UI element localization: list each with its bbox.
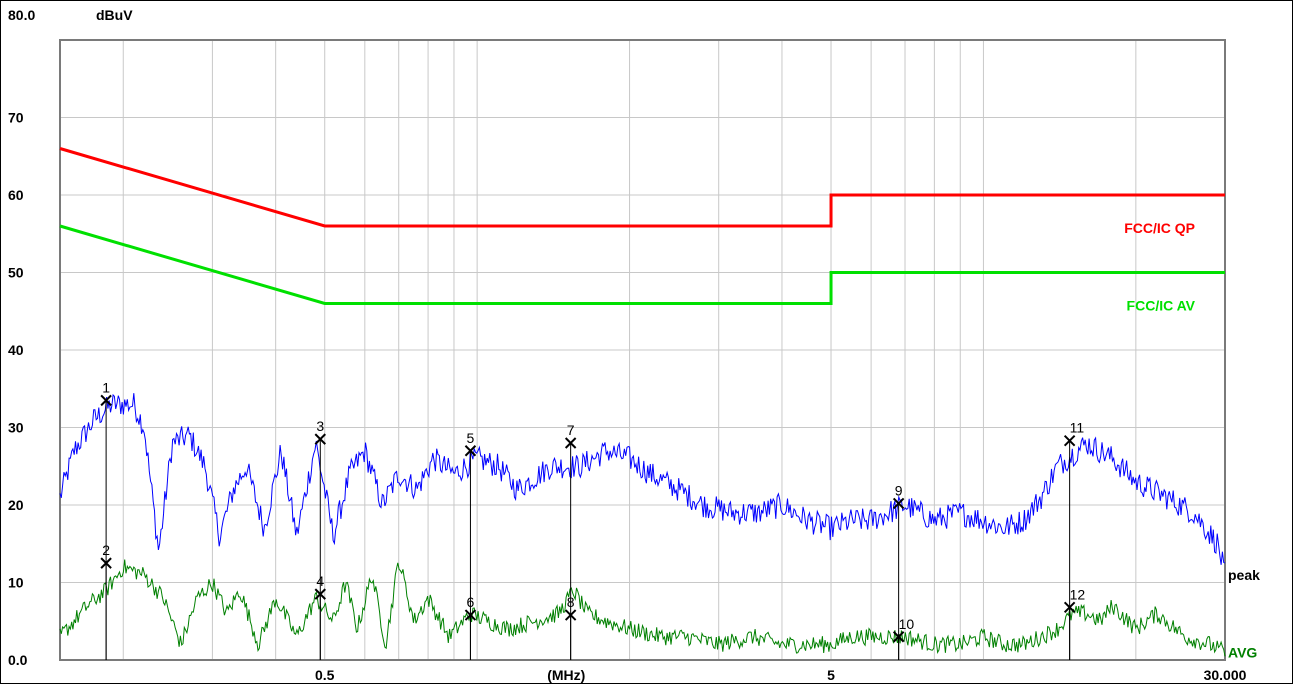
series-label: AVG	[1228, 644, 1257, 660]
y-tick-label: 60	[8, 187, 24, 203]
x-tick-label: (MHz)	[547, 667, 585, 683]
limit-line-label: FCC/IC QP	[1124, 220, 1195, 236]
grid	[60, 40, 1225, 660]
x-tick-label: 0.5	[315, 667, 335, 683]
limit-lines: FCC/IC QP FCC/IC AV	[59, 147, 1225, 314]
y-tick-label: 40	[8, 342, 24, 358]
marker-x	[100, 557, 112, 569]
trace-0	[59, 393, 1226, 565]
trace-1	[59, 559, 1226, 657]
y-tick-label: 50	[8, 265, 24, 281]
marker-label: 3	[316, 418, 324, 434]
marker-label: 12	[1070, 586, 1086, 602]
y-axis-unit: dBuV	[96, 7, 133, 23]
x-tick-label: 30.000	[1204, 667, 1247, 683]
y-top-label: 80.0	[8, 7, 35, 23]
marker-x	[314, 433, 326, 445]
y-tick-label: 30	[8, 420, 24, 436]
marker-x	[892, 497, 905, 510]
limit-line-label: FCC/IC AV	[1127, 298, 1196, 314]
marker-x	[564, 437, 577, 449]
marker-x	[464, 445, 477, 457]
marker-label: 5	[467, 430, 475, 446]
marker-label: 6	[467, 594, 475, 610]
marker-x	[564, 609, 577, 621]
marker-x	[100, 394, 112, 407]
marker-label: 8	[567, 594, 575, 610]
y-tick-label: 20	[8, 497, 24, 513]
marker-label: 2	[102, 542, 110, 558]
limit-line	[59, 147, 1225, 228]
marker-label: 11	[1070, 420, 1085, 436]
y-tick-label: 0.0	[8, 652, 28, 668]
marker-label: 9	[895, 482, 903, 498]
marker-label: 10	[899, 616, 915, 632]
y-tick-label: 70	[8, 110, 24, 126]
marker-x	[314, 588, 326, 600]
labels: 80.0 dBuV 0.0 10 20 30 40 50 60 70 0.5 (MHz) 5 30.0…	[8, 7, 1247, 683]
marker-x	[892, 631, 905, 643]
x-tick-label: 5	[827, 667, 835, 683]
markers: 1 3 5 7 9 11 2 4 6 8 10 12	[100, 379, 1086, 660]
marker-label: 7	[567, 422, 575, 438]
limit-line	[59, 224, 1225, 305]
marker-x	[464, 609, 477, 621]
marker-label: 1	[102, 379, 110, 395]
marker-x	[1063, 601, 1076, 614]
marker-x	[1063, 434, 1076, 447]
series-label: peak	[1228, 567, 1260, 583]
plot-area	[59, 39, 1226, 661]
traces: peak AVG	[59, 393, 1260, 660]
marker-label: 4	[316, 573, 324, 589]
y-tick-label: 10	[8, 575, 24, 591]
